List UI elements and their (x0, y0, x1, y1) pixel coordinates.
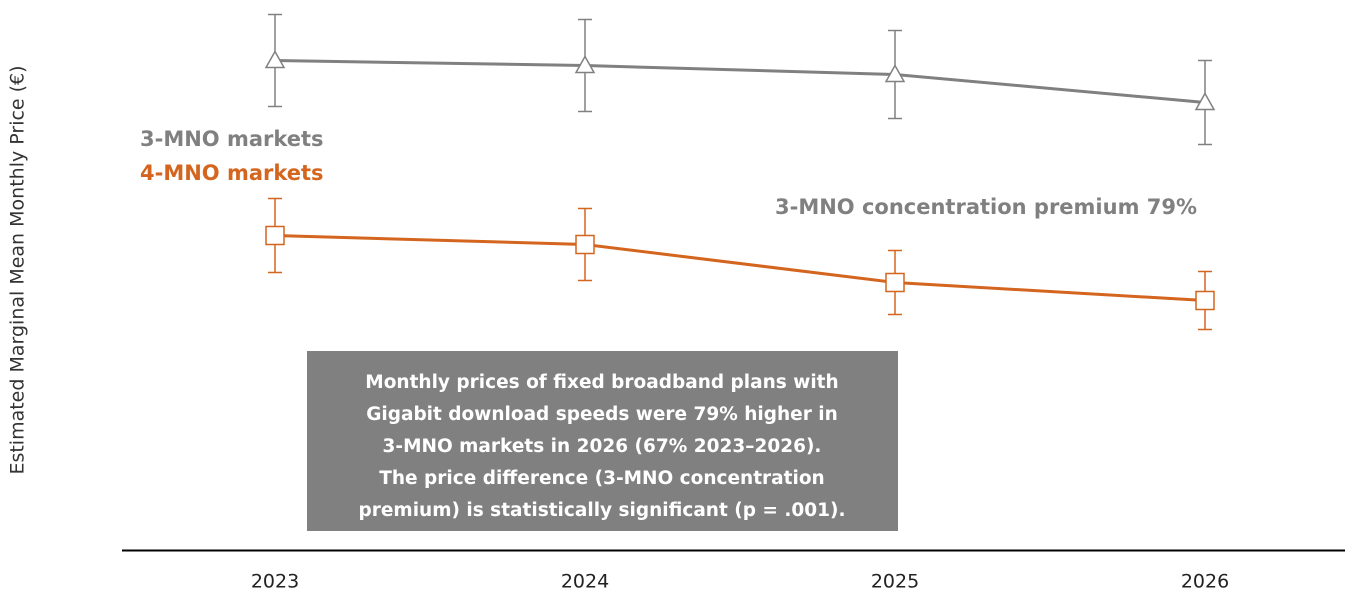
marker (1194, 91, 1216, 111)
note-text: Gigabit download speeds were 79% higher … (366, 404, 838, 425)
note-box (307, 351, 898, 531)
x-tick-label: 2026 (1181, 571, 1229, 593)
note-text: 3-MNO markets in 2026 (67% 2023–2026). (383, 436, 822, 457)
note-text: premium) is statistically significant (p… (359, 500, 846, 521)
legend-label: 4-MNO markets (140, 161, 324, 185)
annotation: 3-MNO concentration premium 79% (775, 195, 1197, 219)
series-line (274, 59, 1206, 104)
note-text: The price difference (3-MNO concentratio… (379, 468, 824, 489)
note-text: Monthly prices of fixed broadband plans … (365, 372, 838, 393)
marker (265, 225, 285, 246)
x-tick-label: 2024 (561, 571, 609, 593)
marker (575, 234, 595, 255)
series-line (274, 234, 1206, 302)
marker (574, 54, 596, 74)
x-tick-label: 2023 (251, 571, 299, 593)
marker (884, 63, 906, 83)
legend-label: 3-MNO markets (140, 127, 324, 151)
marker (1195, 290, 1215, 311)
marker (264, 49, 286, 69)
marker (885, 272, 905, 293)
y-axis-label: Estimated Marginal Mean Monthly Price (€… (7, 65, 29, 474)
x-tick-label: 2025 (871, 571, 919, 593)
